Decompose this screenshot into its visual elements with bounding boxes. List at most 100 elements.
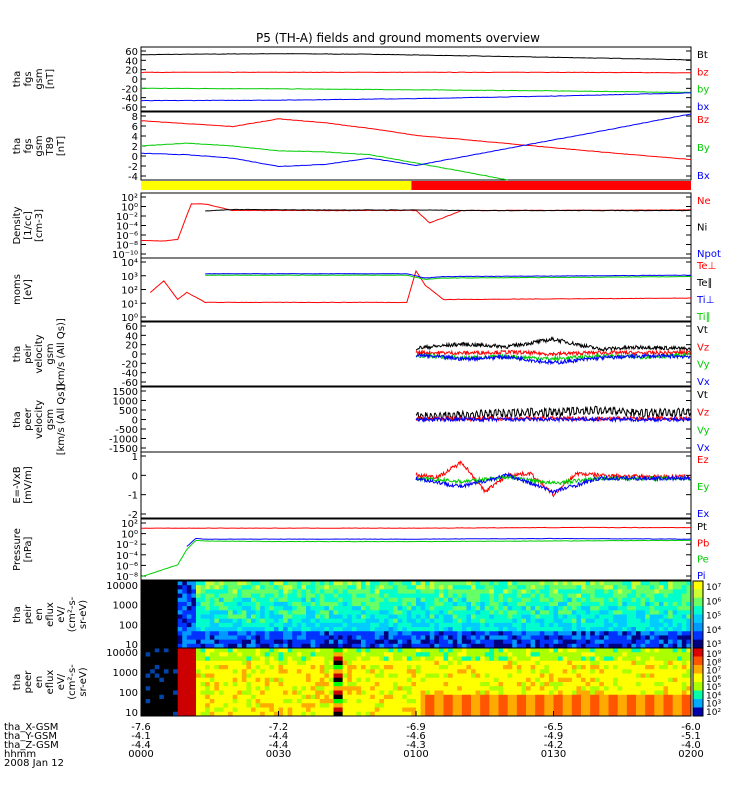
heatmap-cell [154, 660, 160, 666]
heatmap-cell [686, 648, 692, 653]
heatmap-cell [608, 643, 614, 649]
heatmap-cell [251, 597, 256, 603]
heatmap-cell [324, 652, 330, 657]
heatmap-cell [672, 652, 678, 657]
heatmap-cell [388, 656, 394, 662]
heatmap-cell [324, 618, 330, 624]
heatmap-cell [452, 703, 458, 708]
heatmap-cell [182, 677, 188, 683]
heatmap-cell [649, 699, 655, 704]
heatmap-cell [251, 660, 256, 666]
heatmap-cell [585, 593, 591, 599]
heatmap-cell [306, 694, 311, 700]
heatmap-cell [406, 610, 412, 615]
heatmap-cell [287, 682, 293, 687]
heatmap-cell [374, 652, 380, 657]
heatmap-cell [484, 707, 490, 713]
heatmap-cell [218, 690, 224, 696]
heatmap-cell [283, 669, 289, 674]
heatmap-cell [255, 639, 261, 645]
heatmap-cell [567, 652, 573, 657]
heatmap-cell [338, 618, 344, 624]
heatmap-cell [663, 601, 669, 607]
heatmap-cell [594, 618, 600, 624]
heatmap-cell [347, 618, 353, 624]
heatmap-cell [361, 686, 366, 691]
heatmap-cell [429, 610, 435, 615]
heatmap-cell [599, 631, 605, 636]
heatmap-cell [154, 627, 160, 632]
heatmap-cell [585, 686, 591, 691]
heatmap-cell [411, 635, 417, 641]
colorbar-frame [692, 647, 704, 717]
heatmap-cell [232, 652, 238, 657]
heatmap-cell [383, 631, 389, 636]
heatmap-cell [186, 635, 192, 641]
heatmap-cell [617, 601, 623, 607]
y-tick-label: 2 [132, 142, 138, 153]
heatmap-cell [361, 699, 366, 704]
heatmap-cell [191, 627, 197, 632]
heatmap-cell [498, 589, 504, 594]
heatmap-cell [416, 606, 421, 611]
heatmap-cell [338, 703, 344, 708]
heatmap-cell [150, 622, 156, 628]
heatmap-cell [356, 660, 362, 666]
heatmap-cell [581, 665, 586, 670]
heatmap-cell [388, 660, 394, 666]
heatmap-cell [232, 643, 238, 649]
heatmap-cell [365, 665, 371, 670]
heatmap-cell [503, 665, 509, 670]
heatmap-cell [196, 606, 201, 611]
heatmap-cell [416, 597, 421, 603]
heatmap-cell [306, 597, 311, 603]
heatmap-cell [608, 610, 614, 615]
heatmap-cell [631, 618, 637, 624]
heatmap-cell [558, 610, 564, 615]
heatmap-cell [535, 585, 541, 590]
heatmap-cell [159, 635, 165, 641]
heatmap-cell [292, 711, 298, 717]
heatmap-cell [241, 643, 247, 649]
heatmap-cell [411, 690, 417, 696]
heatmap-cell [658, 597, 664, 603]
heatmap-cell [342, 622, 348, 628]
heatmap-cell [558, 652, 564, 657]
heatmap-cell [283, 610, 289, 615]
heatmap-cell [471, 648, 476, 653]
heatmap-cell [562, 694, 568, 700]
heatmap-cell [406, 631, 412, 636]
heatmap-cell [512, 606, 518, 611]
heatmap-cell [246, 686, 252, 691]
heatmap-cell [351, 589, 357, 594]
heatmap-cell [159, 673, 165, 679]
heatmap-cell [503, 589, 509, 594]
heatmap-cell [406, 682, 412, 687]
heatmap-cell [663, 648, 669, 653]
colorbar-segment [693, 597, 703, 607]
heatmap-cell [402, 690, 408, 696]
heatmap-cell [654, 690, 660, 696]
heatmap-cell [191, 622, 197, 628]
heatmap-cell [594, 581, 600, 586]
heatmap-cell [461, 593, 467, 599]
heatmap-cell [186, 648, 192, 653]
heatmap-cell [173, 711, 179, 717]
heatmap-cell [654, 656, 660, 662]
heatmap-cell [640, 673, 646, 679]
heatmap-cell [342, 589, 348, 594]
heatmap-cell [471, 589, 476, 594]
heatmap-cell [526, 589, 531, 594]
heatmap-cell [324, 627, 330, 632]
heatmap-cell [548, 682, 554, 687]
heatmap-cell [498, 690, 504, 696]
heatmap-cell [645, 635, 651, 641]
heatmap-cell [196, 589, 201, 594]
legend-entry: By [697, 143, 710, 154]
legend-entry: Ti⊥ [696, 295, 714, 306]
heatmap-cell [645, 622, 651, 628]
panel-ylabel-line: [eV] [23, 279, 34, 300]
heatmap-cell [251, 690, 256, 696]
heatmap-cell [507, 635, 513, 641]
